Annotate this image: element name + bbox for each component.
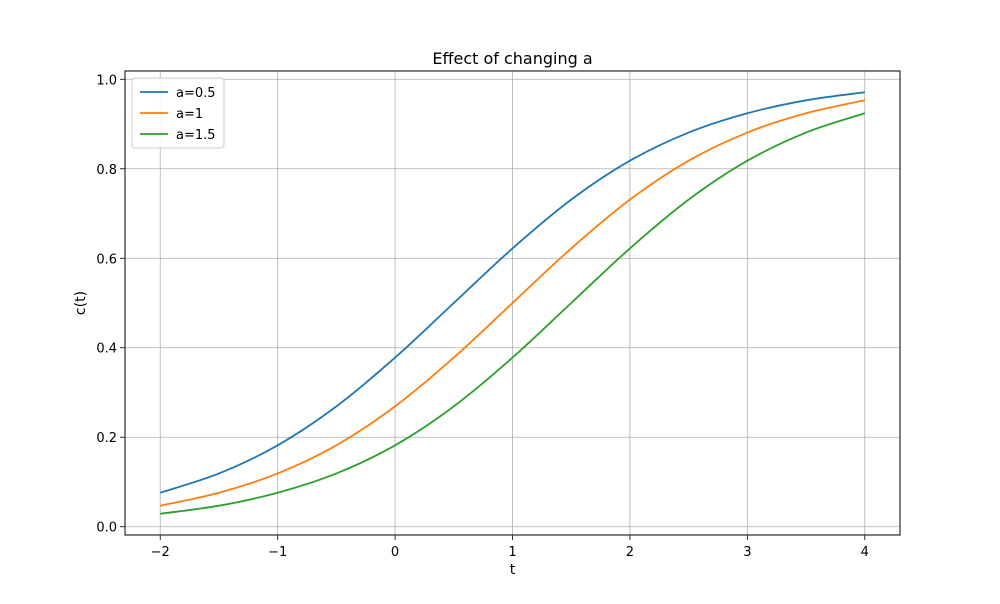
y-tick-label: 0.0 <box>96 521 117 536</box>
y-tick-label: 0.4 <box>96 342 117 357</box>
series-layer <box>159 91 866 515</box>
legend: a=0.5 a=1 a=1.5 <box>131 77 225 149</box>
legend-box <box>131 77 225 149</box>
x-tick-label: −1 <box>268 545 287 560</box>
x-tick-label: 1 <box>508 545 516 560</box>
series-line-1 <box>160 99 865 507</box>
y-tick-label: 0.8 <box>96 163 117 178</box>
y-tick-label: 0.6 <box>96 252 117 267</box>
legend-label-0: a=0.5 <box>176 86 216 101</box>
series-line-2 <box>160 112 866 515</box>
chart-title: Effect of changing a <box>432 49 592 68</box>
y-tick-label: 0.2 <box>96 431 117 446</box>
x-tick-label: 3 <box>743 545 751 560</box>
legend-label-2: a=1.5 <box>176 128 216 143</box>
x-tick-label: −2 <box>151 545 170 560</box>
y-tick-label: 1.0 <box>96 73 117 88</box>
x-axis-label: t <box>510 562 516 578</box>
tick-layer: −2 −1 0 1 2 3 4 0.0 0.2 0.4 0.6 0.8 1.0 <box>96 73 869 560</box>
grid-layer <box>125 71 900 535</box>
x-tick-label: 0 <box>391 545 399 560</box>
x-tick-label: 2 <box>626 545 634 560</box>
legend-label-1: a=1 <box>176 107 203 122</box>
series-line-0 <box>159 91 865 494</box>
y-axis-label: c(t) <box>73 291 89 315</box>
x-tick-label: 4 <box>861 545 869 560</box>
